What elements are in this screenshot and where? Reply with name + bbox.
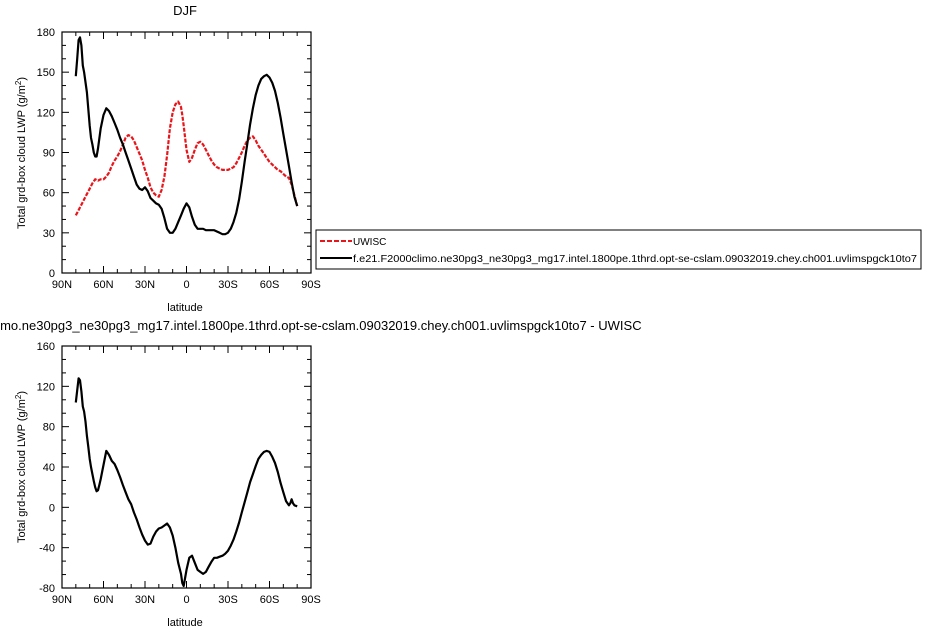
panel-2: f.e21.F2000climo.ne30pg3_ne30pg3_mg17.in…	[0, 318, 642, 629]
legend-label-uwisc: UWISC	[353, 237, 386, 248]
panel-1-x-tick-label: 90N	[52, 279, 72, 291]
panel-1-y-tick-label: 150	[37, 67, 55, 79]
panel-1-x-tick-label: 60S	[260, 279, 280, 291]
legend: UWISC f.e21.F2000climo.ne30pg3_ne30pg3_m…	[315, 229, 922, 270]
panel-1-y-tick-label: 180	[37, 27, 55, 39]
panel-1-x-tick-label: 30S	[218, 279, 238, 291]
panel-2-x-tick-label: 0	[183, 594, 189, 606]
panel-2-y-tick-label: -40	[39, 543, 55, 555]
panel-1-y-axis-label-end: )	[16, 77, 28, 81]
panel-2-y-tick-label: 80	[43, 422, 55, 434]
panel-1-x-axis-label: latitude	[167, 302, 202, 314]
panel-1-y-tick-label: 30	[43, 228, 55, 240]
panel-1-y-tick-label: 0	[49, 268, 55, 280]
panel-2-x-tick-label: 30N	[135, 594, 155, 606]
panel-2-y-axis-label: Total grd-box cloud LWP (g/m2)	[14, 391, 28, 543]
panel-2-y-tick-label: 120	[37, 381, 55, 393]
panel-2-x-tick-label: 30S	[218, 594, 238, 606]
panel-1-x-tick-label: 90S	[301, 279, 321, 291]
panel-1-y-tick-label: 120	[37, 107, 55, 119]
panel-1-y-axis-label-sup: 2	[14, 80, 23, 85]
panel-2-x-tick-label: 90N	[52, 594, 72, 606]
panel-2-x-tick-label: 90S	[301, 594, 321, 606]
panel-1-x-tick-label: 0	[183, 279, 189, 291]
panel-2-plot-frame	[61, 345, 312, 589]
panel-1-series-line-0	[74, 100, 299, 216]
panel-2-y-tick-label: 160	[37, 341, 55, 353]
panel-2-plot: -80 -40 0 40 80 120 160 90N 60N 30N 0 30S 60S 90S	[37, 341, 321, 606]
legend-box	[315, 229, 922, 270]
panel-2-y-tick-label: 0	[49, 502, 55, 514]
panel-1-title: DJF	[173, 3, 197, 18]
panel-2-x-tick-label: 60N	[93, 594, 113, 606]
panel-1-x-tick-label: 60N	[93, 279, 113, 291]
panel-2-x-tick-label: 60S	[260, 594, 280, 606]
panel-1-series-line-1	[74, 36, 299, 236]
panel-2-y-tick-label: 40	[43, 462, 55, 474]
panel-2-y-tick-label: -80	[39, 583, 55, 595]
panel-2-x-axis-label: latitude	[167, 617, 202, 629]
panel-2-y-axis-label-end: )	[16, 391, 28, 395]
panel-1-y-tick-label: 60	[43, 188, 55, 200]
panel-1-y-axis-label-main: Total grd-box cloud LWP (g/m	[16, 85, 28, 229]
panel-1-plot: 0 30 60 90 120 150 180 90N 60N 30N 0 30S 60S 90S	[37, 27, 321, 291]
panel-1-x-tick-label: 30N	[135, 279, 155, 291]
panel-1-y-tick-label: 90	[43, 148, 55, 160]
panel-2-title: f.e21.F2000climo.ne30pg3_ne30pg3_mg17.in…	[0, 318, 642, 333]
panel-2-y-axis-label-main: Total grd-box cloud LWP (g/m	[16, 399, 28, 543]
legend-label-model: f.e21.F2000climo.ne30pg3_ne30pg3_mg17.in…	[353, 254, 917, 265]
panel-1-y-axis-label: Total grd-box cloud LWP (g/m2)	[14, 77, 28, 229]
panel-2-series-line-0	[74, 377, 298, 588]
panel-2-y-axis-label-sup: 2	[14, 394, 23, 399]
